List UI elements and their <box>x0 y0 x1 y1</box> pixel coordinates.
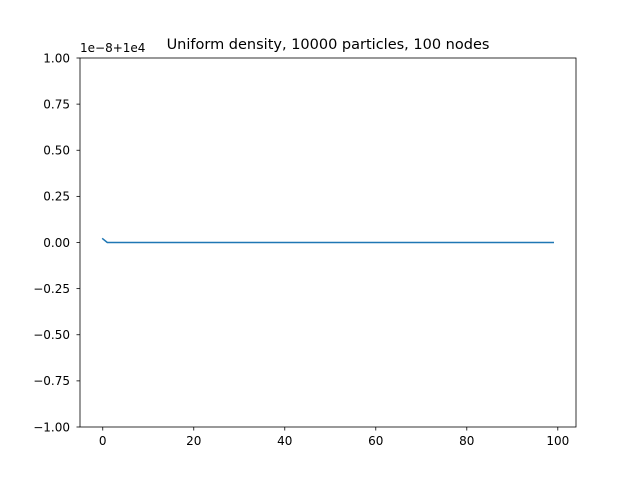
y-tick-label: 0.50 <box>43 144 70 158</box>
y-axis-offset-text: 1e−8+1e4 <box>80 41 145 55</box>
y-tick-label: 1.00 <box>43 51 70 65</box>
y-tick-label: 0.25 <box>43 190 70 204</box>
y-tick-label: −0.75 <box>33 374 70 388</box>
y-tick-label: −0.50 <box>33 328 70 342</box>
x-tick-label: 0 <box>99 434 107 448</box>
series-line-0 <box>101 237 554 244</box>
x-tick-label: 20 <box>186 434 201 448</box>
x-tick-label: 80 <box>459 434 474 448</box>
x-tick-label: 60 <box>368 434 383 448</box>
y-tick-label: 0.75 <box>43 97 70 111</box>
y-tick-label: −0.25 <box>33 282 70 296</box>
y-tick-label: −1.00 <box>33 420 70 434</box>
x-tick-label: 40 <box>277 434 292 448</box>
chart-title: Uniform density, 10000 particles, 100 no… <box>167 37 490 53</box>
plot-layer: 0 20 40 60 80 100 −1.00 −0.75 −0.50 −0.25 0.00 0.25… <box>33 51 577 448</box>
x-tick-label: 100 <box>546 434 569 448</box>
y-tick-label: 0.00 <box>43 236 70 250</box>
